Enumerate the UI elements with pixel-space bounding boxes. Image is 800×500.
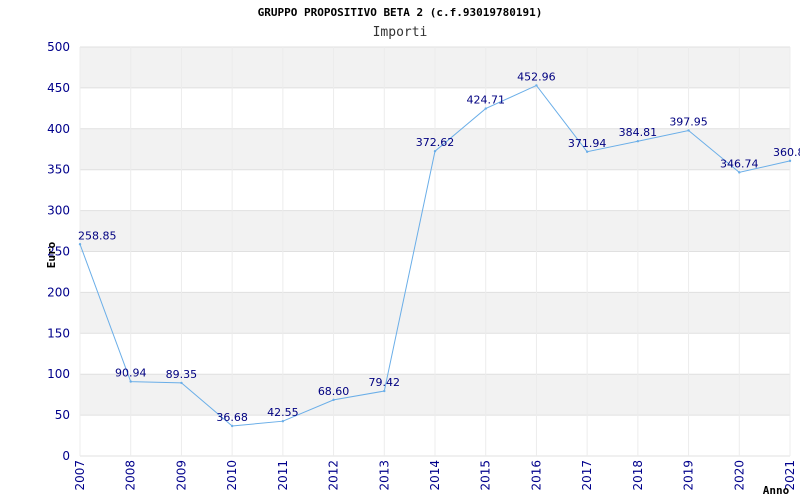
y-tick-label: 450	[47, 81, 70, 95]
x-tick-label: 2020	[732, 460, 746, 491]
x-tick-label: 2008	[124, 460, 138, 491]
data-point	[738, 171, 741, 174]
x-axis-ticks: 2007 2008 2009 2010 2011 2012 2013 2014 2015 2016…	[73, 460, 797, 491]
data-label: 89.35	[166, 368, 198, 381]
data-point	[636, 140, 640, 143]
x-tick-label: 2016	[529, 460, 543, 491]
data-point	[332, 398, 335, 402]
data-label: 90.94	[115, 367, 147, 380]
y-tick-label: 100	[47, 367, 70, 381]
data-point	[281, 419, 285, 423]
data-point	[383, 389, 386, 393]
data-label: 384.81	[619, 126, 658, 139]
y-tick-label: 150	[47, 326, 70, 340]
x-tick-label: 2012	[327, 460, 341, 491]
y-tick-label: 50	[55, 408, 70, 422]
data-label: 424.71	[466, 94, 505, 107]
data-point	[180, 381, 183, 385]
y-tick-label: 250	[47, 245, 70, 259]
y-tick-label: 300	[47, 204, 70, 218]
x-tick-label: 2017	[580, 460, 594, 491]
data-label: 360.8	[773, 146, 800, 159]
x-tick-label: 2007	[73, 460, 87, 491]
data-label: 42.55	[267, 406, 299, 419]
grid-lines	[79, 46, 791, 457]
data-label: 397.95	[669, 115, 708, 128]
data-label: 452.96	[517, 70, 556, 83]
x-tick-label: 2011	[276, 460, 290, 491]
chart-title: GRUPPO PROPOSITIVO BETA 2 (c.f.930197801…	[257, 6, 543, 19]
y-tick-label: 400	[47, 122, 70, 136]
x-tick-label: 2018	[631, 460, 645, 491]
x-tick-label: 2010	[225, 460, 239, 491]
y-tick-label: 350	[47, 163, 70, 177]
data-point	[433, 149, 437, 153]
x-tick-label: 2021	[783, 460, 797, 491]
y-tick-label: 0	[62, 449, 70, 463]
data-point	[484, 107, 487, 110]
x-axis-label: Anno	[763, 484, 790, 497]
data-label: 372.62	[416, 136, 455, 149]
x-tick-label: 2015	[479, 460, 493, 491]
chart-subtitle: Importi	[372, 25, 428, 40]
data-point	[78, 243, 82, 246]
y-tick-label: 200	[47, 285, 70, 299]
data-point	[585, 150, 589, 153]
data-points	[78, 84, 792, 428]
data-label: 371.94	[568, 137, 607, 150]
data-point	[687, 129, 690, 132]
data-label: 79.42	[369, 376, 401, 389]
data-label: 68.60	[318, 385, 350, 398]
data-point	[230, 424, 234, 428]
x-tick-label: 2009	[174, 460, 188, 491]
y-tick-label: 500	[47, 40, 70, 54]
x-tick-label: 2013	[377, 460, 391, 491]
data-label: 36.68	[216, 411, 248, 424]
x-tick-label: 2019	[682, 460, 696, 491]
x-tick-label: 2014	[428, 460, 442, 491]
data-label: 346.74	[720, 157, 759, 170]
data-point	[129, 380, 132, 383]
data-label: 258.85	[78, 229, 117, 242]
data-labels: 258.85 90.94 89.35 36.68 42.55 68.60 79.42 372.…	[78, 70, 800, 424]
y-axis-label: Euro	[45, 241, 58, 268]
data-point	[535, 84, 538, 87]
data-point	[788, 159, 792, 163]
y-axis-ticks: 0 50 100 150 200 250 300 350 400 450 500	[47, 40, 70, 463]
